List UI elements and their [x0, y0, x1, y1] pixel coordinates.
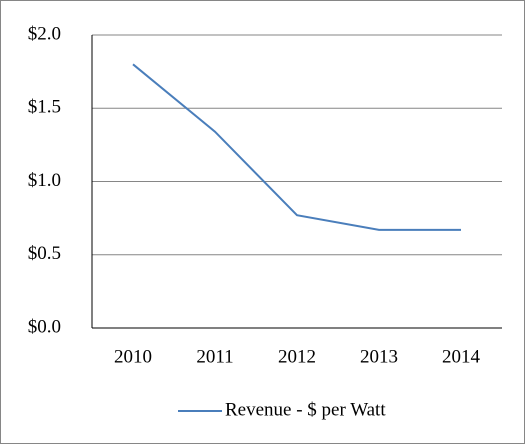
- x-tick-label: 2011: [196, 346, 233, 367]
- x-tick-label: 2013: [360, 346, 398, 367]
- line-series: [132, 63, 461, 231]
- x-tick-label: 2010: [114, 346, 152, 367]
- legend-label: Revenue - $ per Watt: [225, 399, 386, 420]
- y-tick-label: $1.0: [28, 170, 61, 191]
- y-tick-label: $1.5: [28, 97, 61, 118]
- y-tick-label: $2.0: [28, 23, 61, 44]
- x-tick-label: 2014: [442, 346, 481, 367]
- y-tick-label: $0.5: [28, 243, 61, 264]
- x-tick-label: 2012: [278, 346, 316, 367]
- y-tick-label: $0.0: [28, 316, 61, 337]
